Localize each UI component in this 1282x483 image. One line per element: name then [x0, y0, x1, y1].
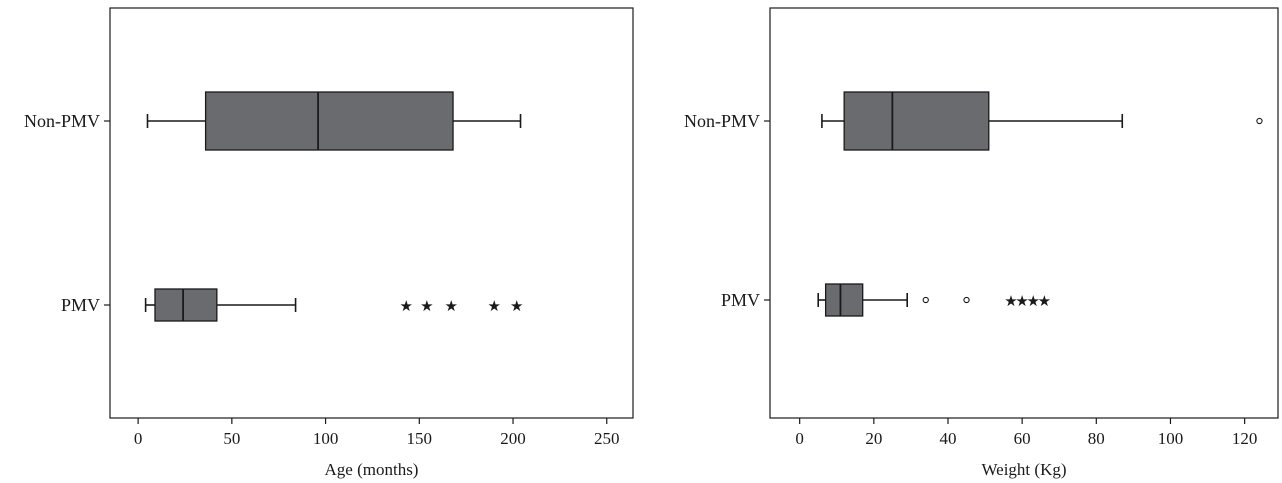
iqr-box	[843, 91, 990, 151]
extreme-point: ★	[488, 297, 501, 315]
plot-frame	[109, 7, 634, 419]
x-tick-label: 200	[500, 429, 526, 448]
x-tick-label: 100	[313, 429, 339, 448]
extreme-point: ★	[1004, 292, 1017, 310]
extreme-point: ★	[1015, 292, 1028, 310]
category-label: PMV	[61, 295, 100, 315]
x-tick-label: 120	[1232, 429, 1258, 448]
x-tick-label: 20	[865, 429, 882, 448]
x-tick-label: 0	[795, 429, 804, 448]
iqr-box	[824, 283, 864, 317]
outlier-point	[922, 296, 929, 304]
x-tick-label: 250	[594, 429, 620, 448]
outlier-point	[963, 296, 970, 304]
category-label: Non-PMV	[684, 111, 760, 131]
x-axis-title: Age (months)	[325, 460, 419, 479]
extreme-point: ★	[1027, 292, 1040, 310]
box-pmv: ★★★★	[817, 283, 1051, 317]
x-tick-label: 150	[407, 429, 433, 448]
iqr-box	[154, 288, 218, 322]
extreme-point: ★	[399, 297, 412, 315]
box-non-pmv	[821, 91, 1263, 151]
category-label: PMV	[721, 290, 760, 310]
extreme-point: ★	[1038, 292, 1051, 310]
plot-frame	[769, 7, 1279, 419]
x-tick-label: 50	[223, 429, 240, 448]
category-label: Non-PMV	[24, 111, 100, 131]
x-tick-label: 0	[134, 429, 143, 448]
extreme-point: ★	[510, 297, 523, 315]
x-tick-label: 60	[1014, 429, 1031, 448]
x-axis-title: Weight (Kg)	[981, 460, 1066, 479]
outlier-point	[1256, 117, 1263, 125]
box-pmv: ★ ★ ★ ★ ★	[144, 288, 524, 322]
iqr-box	[204, 91, 454, 151]
x-tick-label: 80	[1088, 429, 1105, 448]
x-tick-label: 40	[939, 429, 956, 448]
box-non-pmv	[146, 91, 522, 151]
x-tick-label: 100	[1158, 429, 1184, 448]
extreme-point: ★	[420, 297, 433, 315]
extreme-point: ★	[444, 297, 457, 315]
